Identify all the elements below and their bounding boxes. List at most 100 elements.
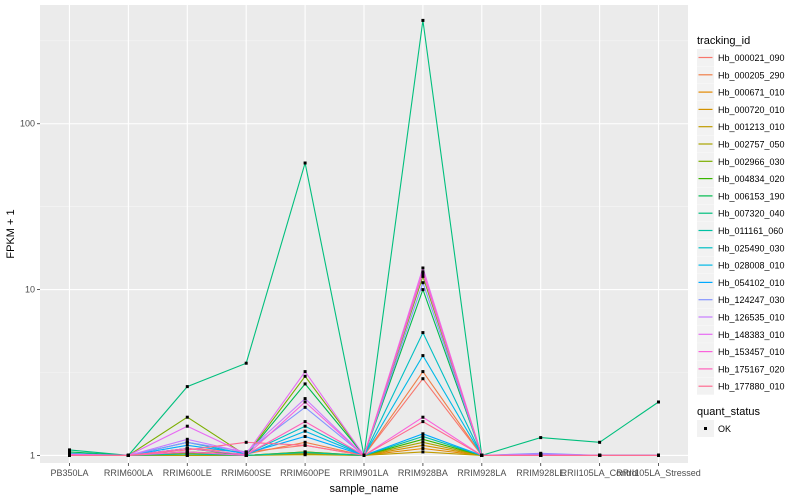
data-point [539, 436, 543, 440]
data-point [303, 424, 307, 428]
x-tick-label: PB350LA [50, 468, 88, 478]
data-point [303, 451, 307, 455]
data-point [185, 448, 189, 452]
legend-label: Hb_000205_290 [718, 70, 785, 80]
data-point [421, 266, 425, 270]
data-point [185, 450, 189, 454]
legend-label: Hb_177880_010 [718, 382, 785, 392]
x-tick-label: RRIM928LA [457, 468, 506, 478]
data-point [303, 440, 307, 444]
data-point [185, 437, 189, 441]
data-point [598, 440, 602, 444]
data-point [68, 453, 71, 457]
data-point [421, 440, 425, 444]
data-point [303, 397, 307, 401]
legend-label: Hb_007320_040 [718, 209, 785, 219]
data-point [421, 443, 425, 447]
data-point [244, 361, 248, 365]
legend-label: Hb_153457_010 [718, 347, 785, 357]
x-tick-label: RRIM928LE [516, 468, 565, 478]
x-tick-label: RRIM600SE [221, 468, 271, 478]
data-point [421, 274, 425, 278]
legend-label: Hb_000021_090 [718, 53, 785, 63]
legend-label: Hb_000671_010 [718, 88, 785, 98]
data-point [421, 435, 425, 438]
data-point [244, 440, 248, 444]
data-point [421, 281, 425, 285]
data-point [303, 370, 307, 374]
data-point [185, 385, 189, 389]
data-point [185, 415, 189, 419]
data-point [421, 272, 425, 275]
data-point [303, 453, 307, 457]
legend-label: Hb_025490_030 [718, 243, 785, 253]
data-point [421, 432, 425, 436]
data-point [421, 370, 425, 374]
data-point [421, 447, 425, 450]
data-point [185, 424, 189, 428]
legend-label: Hb_001213_010 [718, 122, 785, 132]
data-point [421, 354, 425, 358]
data-point [303, 429, 307, 433]
data-point [421, 377, 425, 381]
data-point [303, 400, 307, 404]
x-tick-label: RRIM600LE [163, 468, 212, 478]
x-axis: PB350LA RRIM600LA RRIM600LE RRIM600SE RRIM60… [50, 463, 701, 478]
legend-label: Hb_000720_010 [718, 105, 785, 115]
x-tick-label: RRIM928BA [398, 468, 448, 478]
shape-legend-label: OK [718, 424, 731, 434]
legend-title: tracking_id [697, 35, 750, 47]
data-point [657, 453, 660, 457]
x-tick-label: RRII105LA_Stressed [616, 468, 701, 478]
data-point [480, 453, 484, 457]
y-axis: 1 10 100 [20, 119, 40, 460]
color-legend: tracking_id Hb_000021_090 Hb_000205_290 Hb… [697, 35, 785, 395]
x-tick-label: RRIM600LA [104, 468, 153, 478]
y-axis-title: FPKM + 1 [5, 209, 17, 258]
legend-label: Hb_006153_190 [718, 191, 785, 201]
legend-label: Hb_028008_010 [718, 261, 785, 271]
legend-label: Hb_004834_020 [718, 174, 785, 184]
legend-label: Hb_002757_050 [718, 140, 785, 150]
data-point [657, 400, 660, 404]
data-point [421, 288, 425, 292]
data-point [185, 440, 189, 444]
x-axis-title: sample_name [329, 483, 398, 495]
data-point [303, 435, 307, 438]
data-points [68, 18, 660, 457]
legend-label: Hb_124247_030 [718, 295, 785, 305]
legend-label: Hb_054102_010 [718, 278, 785, 288]
legend-label: Hb_002966_030 [718, 157, 785, 167]
data-point [303, 382, 307, 386]
legend-label: Hb_011161_060 [718, 226, 783, 236]
data-point [185, 443, 189, 447]
shape-legend-title: quant_status [697, 406, 760, 418]
data-point [421, 450, 425, 454]
data-point [421, 437, 425, 441]
data-point [126, 453, 130, 457]
grid-lines [40, 5, 688, 463]
legend-label: Hb_126535_010 [718, 313, 785, 323]
data-point [68, 448, 71, 452]
shape-legend: quant_status OK [697, 406, 760, 437]
data-point [303, 420, 307, 424]
data-point [244, 453, 248, 457]
data-point [303, 405, 307, 409]
y-tick-label: 1 [30, 450, 35, 460]
data-point [421, 18, 425, 22]
data-point [421, 331, 425, 335]
legend-label: Hb_148383_010 [718, 330, 785, 340]
shape-legend-point [704, 427, 707, 430]
data-point [303, 374, 307, 378]
x-tick-label: RRIM600PE [280, 468, 330, 478]
y-tick-label: 100 [20, 119, 35, 129]
data-point [362, 453, 366, 457]
data-point [421, 270, 425, 274]
data-point [421, 415, 425, 419]
legend-label: Hb_175167_020 [718, 364, 785, 374]
y-tick-label: 10 [25, 285, 35, 295]
data-point [539, 453, 543, 457]
data-point [421, 420, 425, 424]
x-tick-label: RRII105LA_Control [561, 468, 639, 478]
data-point [598, 453, 602, 457]
